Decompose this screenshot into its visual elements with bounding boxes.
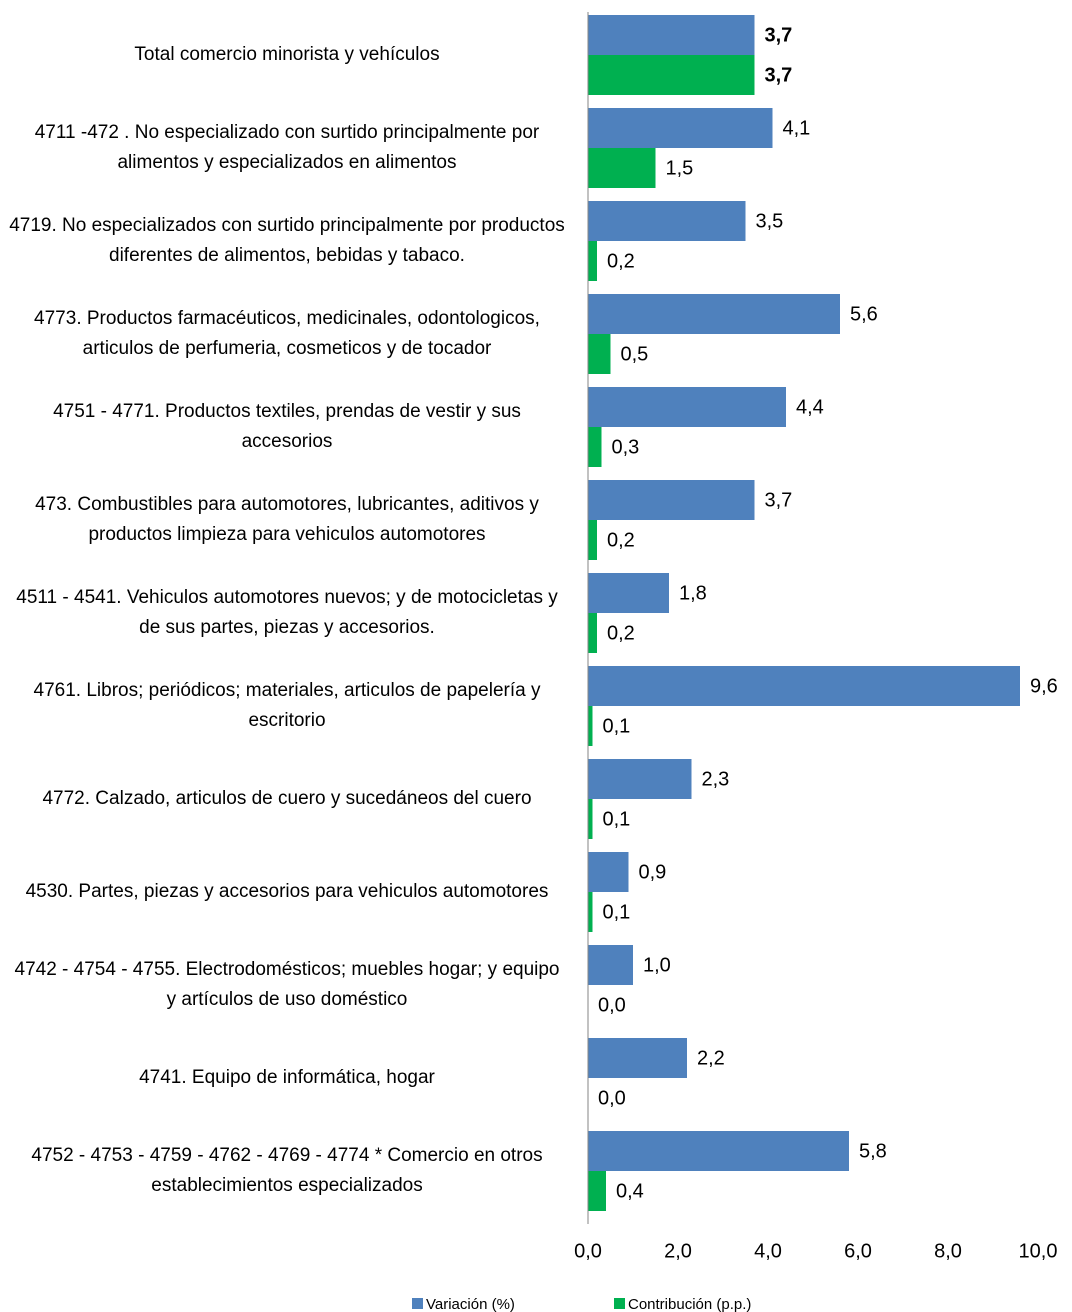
data-label: 0,0 bbox=[598, 1087, 626, 1109]
x-tick-label: 0,0 bbox=[574, 1240, 602, 1262]
data-label: 0,2 bbox=[607, 250, 635, 272]
data-label: 4,4 bbox=[796, 396, 824, 418]
data-label: 3,7 bbox=[765, 489, 793, 511]
bar bbox=[588, 387, 786, 427]
bar bbox=[588, 1038, 687, 1078]
data-label: 0,3 bbox=[612, 436, 640, 458]
category-label: 4761. Libros; periódicos; materiales, ar… bbox=[33, 680, 541, 731]
x-tick-label: 8,0 bbox=[934, 1240, 962, 1262]
x-tick-label: 2,0 bbox=[664, 1240, 692, 1262]
bar bbox=[588, 706, 593, 746]
data-label: 0,0 bbox=[598, 994, 626, 1016]
legend-label: Contribución (p.p.) bbox=[628, 1296, 751, 1312]
x-tick-label: 6,0 bbox=[844, 1240, 872, 1262]
category-label: 4719. No especializados con surtido prin… bbox=[9, 215, 565, 266]
bar bbox=[588, 108, 773, 148]
bar bbox=[588, 852, 629, 892]
category-label: 4773. Productos farmacéuticos, medicinal… bbox=[34, 308, 540, 359]
bar bbox=[588, 148, 656, 188]
bar bbox=[588, 666, 1020, 706]
bar bbox=[588, 892, 593, 932]
data-label: 0,9 bbox=[639, 861, 667, 883]
data-label: 5,6 bbox=[850, 303, 878, 325]
legend-label: Variación (%) bbox=[426, 1296, 515, 1312]
bar bbox=[588, 759, 692, 799]
bar bbox=[588, 613, 597, 653]
x-tick-label: 4,0 bbox=[754, 1240, 782, 1262]
data-label: 0,2 bbox=[607, 622, 635, 644]
category-label: 473. Combustibles para automotores, lubr… bbox=[35, 494, 539, 545]
data-label: 0,2 bbox=[607, 529, 635, 551]
bar bbox=[588, 480, 755, 520]
bar bbox=[588, 294, 840, 334]
bar bbox=[588, 15, 755, 55]
x-tick-label: 10,0 bbox=[1019, 1240, 1058, 1262]
category-label: 4742 - 4754 - 4755. Electrodomésticos; m… bbox=[14, 959, 560, 1010]
data-label: 5,8 bbox=[859, 1140, 887, 1162]
category-label: 4511 - 4541. Vehiculos automotores nuevo… bbox=[16, 587, 558, 638]
legend-swatch bbox=[614, 1298, 625, 1309]
data-label: 2,3 bbox=[702, 768, 730, 790]
data-label: 1,0 bbox=[643, 954, 671, 976]
bar bbox=[588, 201, 746, 241]
bar bbox=[588, 241, 597, 281]
data-label: 0,1 bbox=[603, 715, 631, 737]
data-label: 4,1 bbox=[783, 117, 811, 139]
data-label: 9,6 bbox=[1030, 675, 1058, 697]
bar bbox=[588, 945, 633, 985]
data-label: 3,7 bbox=[765, 24, 793, 46]
category-label: 4711 -472 . No especializado con surtido… bbox=[34, 122, 540, 173]
data-label: 1,5 bbox=[666, 157, 694, 179]
bar bbox=[588, 55, 755, 95]
bar bbox=[588, 334, 611, 374]
data-label: 0,5 bbox=[621, 343, 649, 365]
category-label: Total comercio minorista y vehículos bbox=[134, 44, 440, 65]
category-label: 4741. Equipo de informática, hogar bbox=[139, 1067, 435, 1088]
legend-swatch bbox=[412, 1298, 423, 1309]
data-label: 3,7 bbox=[765, 64, 793, 86]
bar bbox=[588, 1131, 849, 1171]
data-label: 0,1 bbox=[603, 901, 631, 923]
category-label: 4751 - 4771. Productos textiles, prendas… bbox=[53, 401, 521, 452]
bar bbox=[588, 520, 597, 560]
bar bbox=[588, 427, 602, 467]
data-label: 2,2 bbox=[697, 1047, 725, 1069]
data-label: 3,5 bbox=[756, 210, 784, 232]
bar bbox=[588, 1171, 606, 1211]
category-label: 4772. Calzado, articulos de cuero y suce… bbox=[42, 788, 532, 809]
data-label: 0,1 bbox=[603, 808, 631, 830]
data-label: 1,8 bbox=[679, 582, 707, 604]
data-label: 0,4 bbox=[616, 1180, 644, 1202]
bar bbox=[588, 799, 593, 839]
category-label: 4752 - 4753 - 4759 - 4762 - 4769 - 4774 … bbox=[31, 1145, 543, 1196]
bar bbox=[588, 573, 669, 613]
category-label: 4530. Partes, piezas y accesorios para v… bbox=[25, 881, 549, 902]
